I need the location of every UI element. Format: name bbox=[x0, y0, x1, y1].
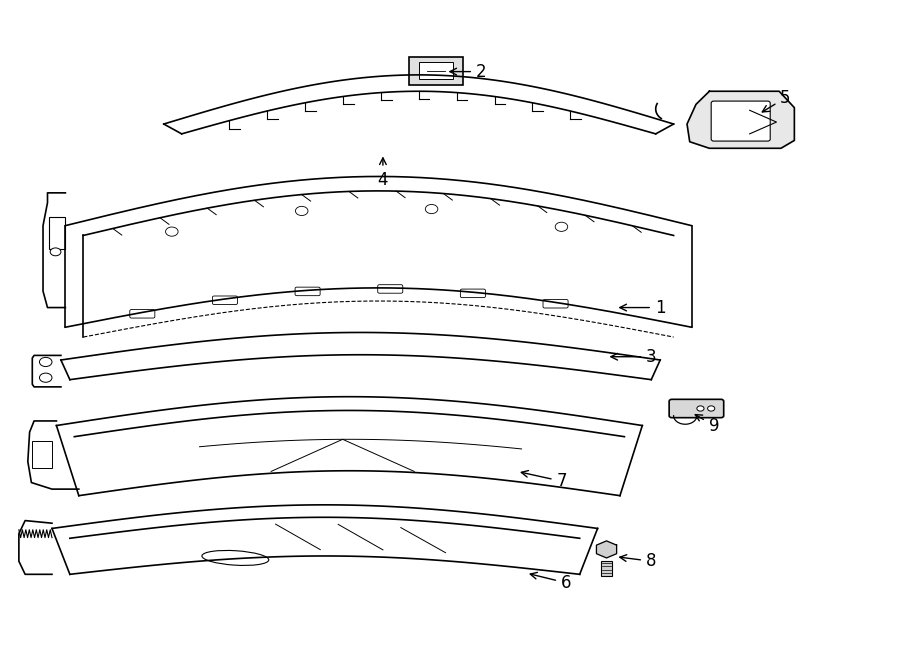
Text: 9: 9 bbox=[695, 414, 719, 434]
Text: 7: 7 bbox=[521, 471, 567, 490]
FancyBboxPatch shape bbox=[295, 287, 320, 295]
Text: 2: 2 bbox=[450, 63, 487, 81]
Circle shape bbox=[707, 406, 715, 411]
Bar bbox=[601, 561, 612, 576]
Text: 5: 5 bbox=[762, 89, 791, 112]
FancyBboxPatch shape bbox=[461, 289, 485, 297]
Ellipse shape bbox=[202, 551, 269, 565]
Circle shape bbox=[555, 222, 568, 231]
Circle shape bbox=[40, 373, 52, 382]
Text: 1: 1 bbox=[620, 299, 665, 317]
Text: 8: 8 bbox=[620, 552, 656, 570]
Bar bbox=[50, 217, 66, 249]
Circle shape bbox=[295, 206, 308, 215]
FancyBboxPatch shape bbox=[543, 299, 568, 308]
Text: 4: 4 bbox=[378, 158, 388, 189]
Polygon shape bbox=[597, 541, 617, 558]
Circle shape bbox=[697, 406, 704, 411]
Text: 3: 3 bbox=[611, 348, 657, 366]
FancyBboxPatch shape bbox=[711, 101, 770, 141]
FancyBboxPatch shape bbox=[409, 57, 463, 85]
FancyBboxPatch shape bbox=[669, 399, 724, 418]
FancyBboxPatch shape bbox=[130, 309, 155, 318]
Circle shape bbox=[166, 227, 178, 236]
FancyBboxPatch shape bbox=[212, 296, 238, 305]
Circle shape bbox=[50, 248, 61, 256]
Bar bbox=[32, 441, 52, 468]
Polygon shape bbox=[687, 91, 795, 148]
Bar bbox=[418, 62, 453, 79]
Circle shape bbox=[40, 358, 52, 367]
Text: 6: 6 bbox=[530, 572, 572, 592]
FancyBboxPatch shape bbox=[378, 285, 403, 293]
Circle shape bbox=[426, 204, 437, 214]
